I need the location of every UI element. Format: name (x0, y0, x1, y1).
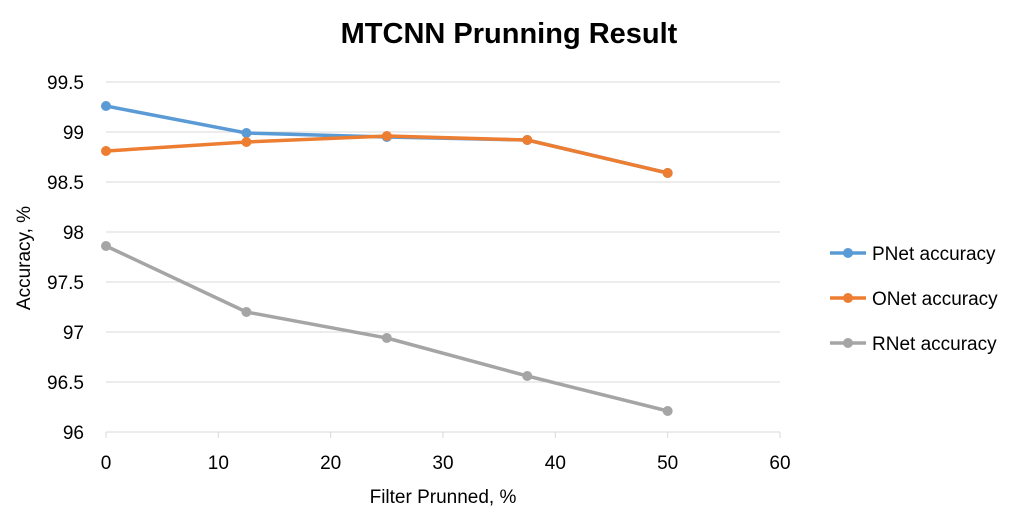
gridlines (106, 81, 780, 383)
y-tick-label: 98.5 (47, 173, 84, 194)
chart-title: MTCNN Prunning Result (341, 18, 678, 50)
series-line (104, 244, 670, 413)
legend-swatch-marker (843, 338, 853, 348)
y-tick-label: 96.5 (47, 373, 84, 394)
legend-item: ONet accuracy (830, 289, 998, 310)
y-axis-label: Accuracy, % (14, 206, 35, 310)
y-tick-label: 99.5 (47, 73, 84, 94)
axes: 96 96.5 97 97.5 98 98.5 99 99.5 0 10 20 30 40 50 60 (47, 73, 791, 474)
series-layer (101, 101, 673, 416)
x-axis-label: Filter Prunned, % (370, 487, 517, 508)
legend-swatch-marker (843, 293, 853, 303)
data-point (522, 135, 533, 145)
x-tick-label: 0 (101, 453, 112, 474)
legend: PNet accuracy ONet accuracy RNet accuracy (830, 244, 998, 355)
x-tick-label: 10 (208, 453, 229, 474)
data-point (662, 406, 673, 416)
data-point (101, 146, 111, 156)
legend-swatch-marker (843, 248, 853, 258)
x-tick-label: 20 (320, 453, 341, 474)
data-point (522, 371, 533, 381)
series-onet-accuracy (101, 131, 673, 178)
x-tick-label: 40 (545, 453, 566, 474)
x-tick-label: 30 (432, 453, 453, 474)
data-point (381, 131, 392, 141)
series-rnet-accuracy (101, 241, 673, 416)
data-point (101, 241, 111, 251)
legend-label: RNet accuracy (872, 334, 997, 355)
y-tick-label: 99 (63, 123, 84, 144)
x-tick-label: 60 (769, 453, 790, 474)
data-point (241, 307, 252, 317)
y-tick-label: 97.5 (47, 273, 84, 294)
data-point (662, 168, 673, 178)
y-tick-label: 96 (63, 423, 84, 444)
legend-item: PNet accuracy (830, 244, 996, 265)
legend-item: RNet accuracy (830, 334, 997, 355)
data-point (241, 128, 252, 138)
y-tick-label: 97 (63, 323, 84, 344)
x-tick-label: 50 (657, 453, 678, 474)
data-point (101, 101, 111, 111)
legend-label: PNet accuracy (872, 244, 996, 265)
legend-label: ONet accuracy (872, 289, 998, 310)
y-tick-label: 98 (63, 223, 84, 244)
data-point (241, 137, 252, 147)
data-point (381, 333, 392, 343)
